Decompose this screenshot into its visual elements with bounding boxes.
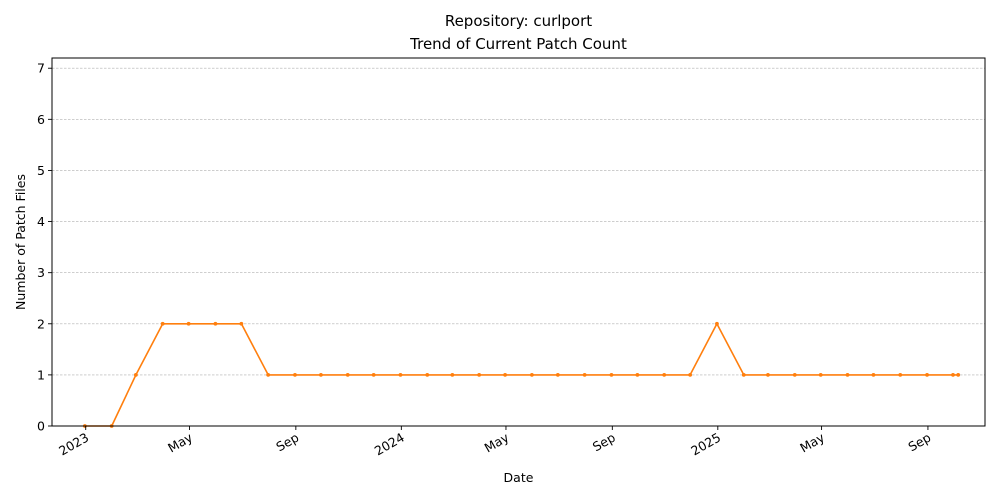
x-tick-label: May — [797, 429, 827, 455]
y-tick-label: 5 — [37, 163, 45, 178]
x-tick-label: 2025 — [688, 430, 723, 459]
x-tick-label: Sep — [906, 430, 934, 455]
data-point — [956, 372, 961, 377]
y-tick-label: 1 — [37, 367, 45, 382]
data-point — [503, 372, 507, 377]
x-tick-label: Sep — [273, 430, 301, 455]
data-point — [582, 372, 587, 377]
y-tick-label: 4 — [37, 214, 45, 229]
x-tick-label: May — [482, 429, 512, 455]
series-line — [84, 322, 959, 427]
x-tick-label: Sep — [590, 430, 618, 455]
y-axis-label: Number of Patch Files — [13, 174, 28, 310]
data-point — [133, 372, 138, 377]
data-point — [186, 321, 191, 326]
y-tick-label: 7 — [37, 61, 45, 76]
chart-title: Repository: curlport — [445, 12, 592, 30]
data-point — [319, 372, 323, 377]
x-tick-label: May — [165, 429, 195, 455]
data-point — [951, 372, 955, 377]
data-point — [239, 321, 244, 326]
data-point — [555, 372, 560, 377]
y-tick-label: 2 — [37, 316, 45, 331]
series-layer — [82, 321, 961, 428]
data-point — [925, 372, 929, 377]
data-point — [898, 372, 903, 377]
y-tick-label: 6 — [37, 112, 45, 127]
data-point — [425, 372, 430, 377]
data-point — [213, 321, 218, 326]
data-point — [715, 321, 719, 326]
data-point — [741, 372, 746, 377]
chart-subtitle: Trend of Current Patch Count — [409, 35, 627, 53]
y-axis-ticks: 0 1 2 3 4 5 6 7 — [37, 61, 52, 434]
data-point — [345, 372, 350, 377]
data-point — [450, 372, 455, 377]
y-gridlines — [52, 67, 985, 376]
data-point — [609, 372, 614, 377]
x-axis-label: Date — [504, 470, 534, 485]
y-tick-label: 0 — [37, 419, 45, 434]
data-point — [662, 372, 667, 377]
axes — [51, 57, 986, 427]
data-point — [398, 372, 403, 377]
x-tick-label: 2023 — [56, 430, 91, 459]
data-point — [635, 372, 640, 377]
data-point — [871, 372, 876, 377]
data-point — [792, 372, 797, 377]
data-point — [845, 372, 850, 377]
data-point — [266, 372, 271, 377]
data-point — [293, 372, 297, 377]
data-point — [371, 372, 376, 377]
data-point — [818, 372, 823, 377]
x-axis-ticks: 2023 May Sep 2024 May Sep 2025 May Sep — [56, 426, 933, 459]
data-point — [530, 372, 534, 377]
plot-frame — [51, 57, 986, 427]
y-tick-label: 3 — [37, 265, 45, 280]
data-point — [766, 372, 770, 377]
data-point — [688, 372, 693, 377]
data-point — [477, 372, 482, 377]
data-point — [160, 321, 165, 326]
x-tick-label: 2024 — [372, 430, 407, 459]
